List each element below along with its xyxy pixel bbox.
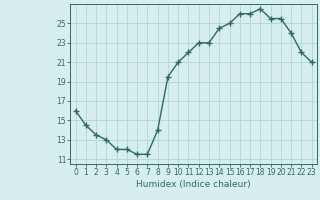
X-axis label: Humidex (Indice chaleur): Humidex (Indice chaleur) <box>136 180 251 189</box>
